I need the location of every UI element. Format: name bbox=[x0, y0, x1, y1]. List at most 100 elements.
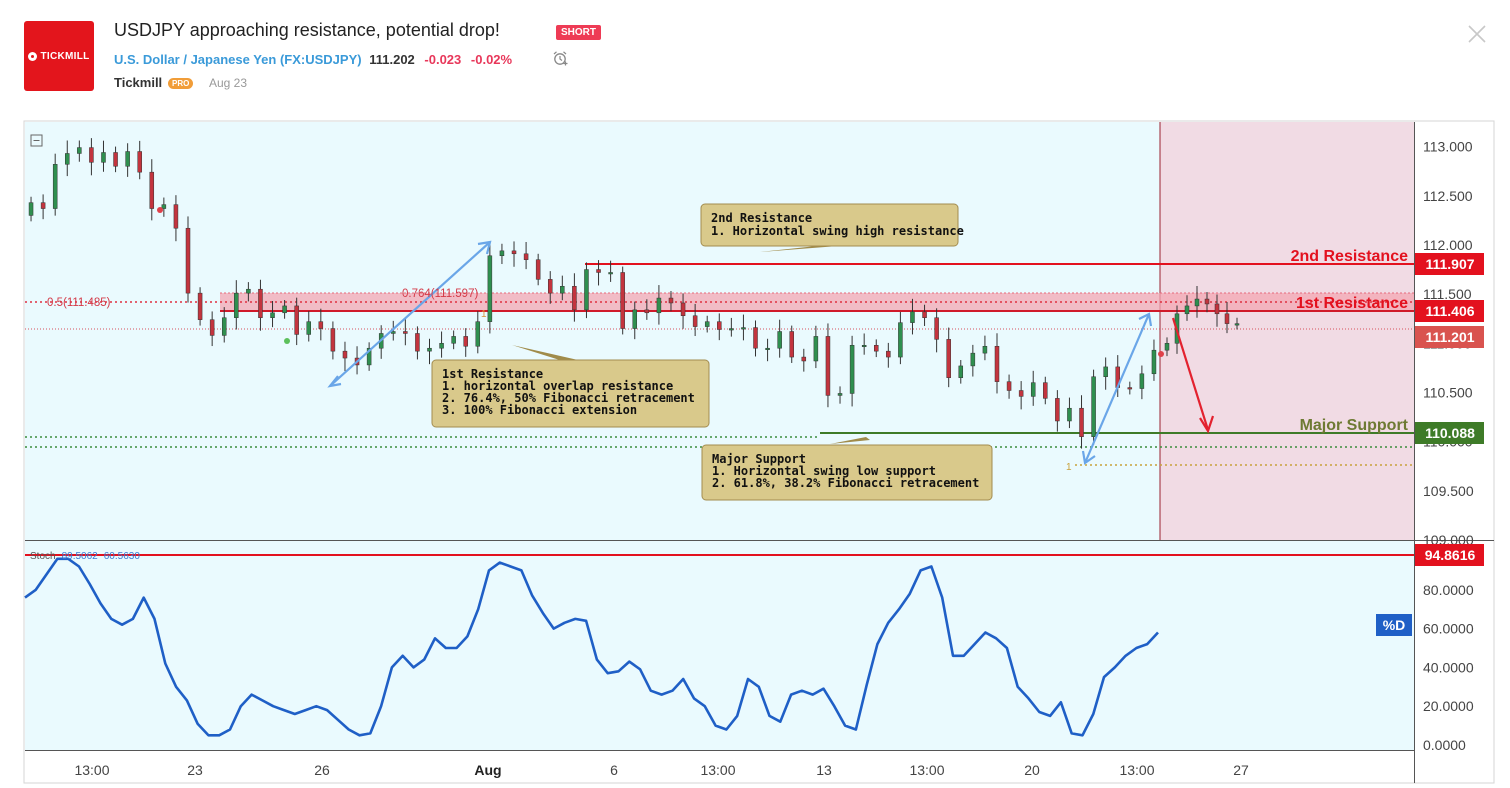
stoch-tick-label: 40.0000 bbox=[1423, 659, 1474, 675]
time-tick-label: Aug bbox=[474, 762, 501, 778]
callout-1-line1: 1. Horizontal swing high resistance bbox=[711, 224, 964, 238]
candle bbox=[318, 321, 324, 329]
annotation-second-resistance[interactable]: 2nd Resistance 1. Horizontal swing high … bbox=[700, 203, 964, 252]
pro-badge: PRO bbox=[168, 78, 194, 89]
stoch-legend-value2: 60.5630 bbox=[104, 551, 141, 562]
candle bbox=[644, 309, 650, 314]
time-tick-label: 13:00 bbox=[909, 762, 944, 778]
blue-arrow-2-head bbox=[1138, 312, 1153, 327]
fib-0764-label: 0.764(111.597) bbox=[402, 288, 478, 300]
time-axis[interactable]: 13:00 23 26 Aug 6 13:00 13 13:00 20 13:00 27 bbox=[74, 762, 1249, 778]
candle bbox=[692, 315, 698, 327]
annotation-major-support[interactable]: Major Support 1. Horizontal swing low su… bbox=[701, 437, 993, 501]
candle bbox=[1164, 343, 1170, 351]
major-support-label: Major Support bbox=[1300, 417, 1409, 434]
callout-3-title: Major Support bbox=[712, 452, 806, 466]
time-tick-label: 26 bbox=[314, 762, 330, 778]
candle bbox=[52, 164, 58, 209]
price-tick-label: 112.500 bbox=[1423, 188, 1473, 204]
candle bbox=[511, 250, 517, 255]
price-tag-second-resistance: 111.907 bbox=[1425, 256, 1474, 272]
candle bbox=[608, 272, 613, 275]
candle bbox=[40, 202, 46, 209]
candle bbox=[668, 297, 674, 304]
candle bbox=[753, 327, 758, 349]
candle bbox=[415, 333, 420, 352]
symbol-name-link[interactable]: U.S. Dollar / Japanese Yen bbox=[114, 52, 277, 67]
candle bbox=[1006, 381, 1012, 391]
candle bbox=[994, 345, 1000, 382]
red-arrow-shaft bbox=[1171, 317, 1210, 431]
stoch-series-tag: %D bbox=[1376, 614, 1412, 636]
candle bbox=[813, 336, 819, 362]
symbol-price: 111.202 bbox=[369, 52, 415, 67]
fib-05-label: 0.5(111.485) bbox=[47, 297, 111, 309]
candle bbox=[89, 147, 94, 163]
price-tag-bg-3 bbox=[1415, 326, 1484, 348]
symbol-code-link[interactable]: (FX:USDJPY) bbox=[279, 52, 362, 67]
blue-arrow-2-tail bbox=[1081, 450, 1096, 465]
candle bbox=[185, 227, 191, 294]
candle bbox=[1139, 373, 1145, 389]
candle bbox=[632, 309, 638, 329]
stoch-tick-label: 0.0000 bbox=[1423, 737, 1466, 753]
candle bbox=[342, 350, 348, 359]
stoch-legend-value1: 89.5062 bbox=[62, 551, 99, 562]
collapse-toggle[interactable] bbox=[30, 134, 43, 147]
price-tag-current: 111.201 bbox=[1425, 329, 1474, 345]
candle bbox=[246, 288, 251, 294]
stoch-legend: Stoch 89.5062 60.5630 bbox=[30, 551, 140, 562]
candle bbox=[1103, 366, 1108, 377]
price-label-second-resistance: 111.907 bbox=[1415, 253, 1484, 275]
candle bbox=[366, 347, 372, 366]
candle bbox=[849, 345, 855, 394]
stoch-level-tag-bg bbox=[1415, 544, 1484, 566]
price-tick-label: 109.500 bbox=[1423, 483, 1474, 499]
candle bbox=[28, 202, 34, 216]
alarm-clock-icon[interactable] bbox=[552, 50, 568, 66]
blue-arrow-1 bbox=[329, 241, 491, 387]
candle bbox=[330, 328, 336, 352]
candle bbox=[910, 311, 915, 323]
callout-2-line1: 1. horizontal overlap resistance bbox=[442, 379, 673, 393]
candle bbox=[535, 259, 541, 280]
candle bbox=[427, 347, 432, 352]
blue-arrows bbox=[327, 240, 1153, 465]
time-tick-label: 6 bbox=[610, 762, 618, 778]
forecast-zone bbox=[1160, 122, 1414, 540]
author-name[interactable]: Tickmill bbox=[114, 75, 163, 90]
candle bbox=[282, 305, 287, 314]
fib-one-label-b: 1 bbox=[1066, 462, 1072, 473]
symbol-change-pct: -0.02% bbox=[470, 52, 513, 67]
candle bbox=[584, 269, 589, 311]
stoch-tick-label: 60.0000 bbox=[1423, 621, 1474, 637]
blue-arrow-1-head bbox=[477, 240, 492, 255]
close-icon[interactable] bbox=[1466, 23, 1488, 45]
candle bbox=[137, 151, 142, 173]
candle bbox=[161, 204, 167, 209]
candle bbox=[801, 356, 807, 362]
red-arrow bbox=[1171, 317, 1215, 434]
time-tick-label: 13 bbox=[816, 762, 832, 778]
red-arrow-head bbox=[1199, 415, 1215, 434]
candle bbox=[234, 292, 239, 318]
candle bbox=[475, 321, 481, 347]
callout-box-3 bbox=[701, 444, 993, 501]
candle bbox=[1055, 398, 1060, 422]
tickmill-logo[interactable]: TICKMILL bbox=[24, 21, 94, 91]
candle bbox=[825, 336, 831, 396]
candle bbox=[934, 317, 939, 340]
candle bbox=[258, 288, 263, 318]
candle bbox=[1030, 382, 1036, 397]
time-tick-label: 13:00 bbox=[700, 762, 735, 778]
candle bbox=[1194, 298, 1200, 307]
price-tick-label: 113.000 bbox=[1423, 139, 1473, 155]
annotation-first-resistance[interactable]: 1st Resistance 1. horizontal overlap res… bbox=[431, 345, 710, 428]
candle bbox=[306, 321, 311, 335]
stoch-pane[interactable] bbox=[25, 541, 1414, 750]
candle bbox=[101, 152, 106, 163]
stoch-axis[interactable]: 80.0000 60.0000 40.0000 20.0000 0.0000 bbox=[1423, 582, 1474, 753]
price-label-current: 111.201 bbox=[1415, 326, 1484, 348]
candle bbox=[463, 336, 468, 347]
